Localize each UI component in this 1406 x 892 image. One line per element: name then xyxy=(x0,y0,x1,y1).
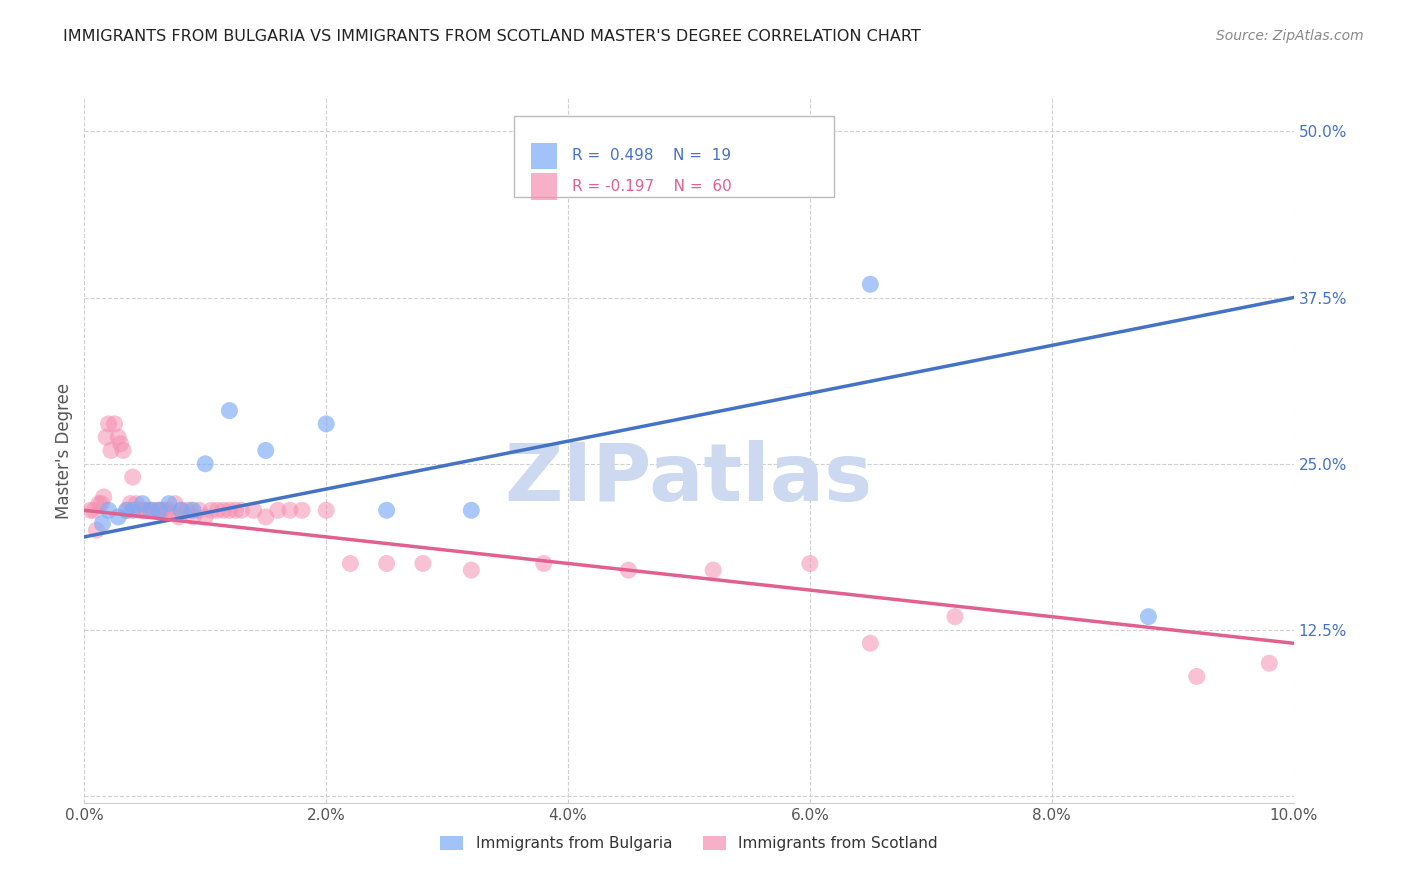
Point xyxy=(90,497,112,511)
Point xyxy=(157,503,180,517)
Point xyxy=(149,503,172,517)
Point xyxy=(112,443,135,458)
Point xyxy=(143,503,166,517)
Point xyxy=(702,563,724,577)
Point xyxy=(218,503,240,517)
Point xyxy=(278,503,301,517)
Point xyxy=(859,636,882,650)
Bar xyxy=(530,143,557,169)
Text: R =  0.498    N =  19: R = 0.498 N = 19 xyxy=(572,148,731,163)
Point xyxy=(120,497,142,511)
Point xyxy=(128,503,150,517)
Point xyxy=(375,557,398,571)
Point xyxy=(167,510,190,524)
Point xyxy=(131,497,153,511)
Point xyxy=(86,523,108,537)
Point xyxy=(170,503,193,517)
Point xyxy=(165,497,187,511)
Point xyxy=(180,503,202,517)
Point xyxy=(1185,669,1208,683)
Point xyxy=(148,503,170,517)
Point xyxy=(218,403,240,417)
Point xyxy=(97,417,120,431)
Point xyxy=(207,503,229,517)
Point xyxy=(617,563,640,577)
Point xyxy=(799,557,821,571)
Point xyxy=(194,510,217,524)
Point xyxy=(533,557,555,571)
Point xyxy=(315,503,337,517)
Point xyxy=(94,430,117,444)
Point xyxy=(212,503,235,517)
Point xyxy=(254,510,277,524)
Text: R = -0.197    N =  60: R = -0.197 N = 60 xyxy=(572,178,731,194)
Point xyxy=(139,503,162,517)
Point xyxy=(200,503,222,517)
Point xyxy=(176,503,198,517)
FancyBboxPatch shape xyxy=(513,116,834,197)
Point xyxy=(136,503,159,517)
Point xyxy=(146,503,169,517)
Point xyxy=(115,503,138,517)
Point xyxy=(242,503,264,517)
Point xyxy=(91,516,114,531)
Point xyxy=(107,430,129,444)
Point xyxy=(121,503,143,517)
Point xyxy=(107,510,129,524)
Text: Source: ZipAtlas.com: Source: ZipAtlas.com xyxy=(1216,29,1364,44)
Point xyxy=(115,503,138,517)
Point xyxy=(87,497,110,511)
Point xyxy=(155,503,177,517)
Point xyxy=(412,557,434,571)
Point xyxy=(181,503,204,517)
Text: ZIPatlas: ZIPatlas xyxy=(505,440,873,517)
Point xyxy=(339,557,361,571)
Point xyxy=(225,503,247,517)
Point xyxy=(139,503,162,517)
Legend: Immigrants from Bulgaria, Immigrants from Scotland: Immigrants from Bulgaria, Immigrants fro… xyxy=(434,830,943,857)
Point xyxy=(231,503,253,517)
Point xyxy=(134,503,156,517)
Point xyxy=(194,457,217,471)
Bar xyxy=(530,173,557,200)
Point xyxy=(170,503,193,517)
Y-axis label: Master's Degree: Master's Degree xyxy=(55,383,73,518)
Point xyxy=(375,503,398,517)
Point xyxy=(152,503,174,517)
Point xyxy=(97,503,120,517)
Point xyxy=(110,437,132,451)
Point xyxy=(267,503,290,517)
Point xyxy=(1258,656,1281,670)
Point xyxy=(121,470,143,484)
Point xyxy=(131,503,153,517)
Point xyxy=(125,497,148,511)
Point xyxy=(460,503,482,517)
Point xyxy=(188,503,211,517)
Point xyxy=(100,443,122,458)
Point xyxy=(83,503,105,517)
Text: IMMIGRANTS FROM BULGARIA VS IMMIGRANTS FROM SCOTLAND MASTER'S DEGREE CORRELATION: IMMIGRANTS FROM BULGARIA VS IMMIGRANTS F… xyxy=(63,29,921,45)
Point xyxy=(315,417,337,431)
Point xyxy=(181,510,204,524)
Point xyxy=(93,490,115,504)
Point xyxy=(104,417,127,431)
Point xyxy=(157,497,180,511)
Point xyxy=(943,609,966,624)
Point xyxy=(859,277,882,292)
Point xyxy=(460,563,482,577)
Point xyxy=(79,503,101,517)
Point xyxy=(254,443,277,458)
Point xyxy=(1137,609,1160,624)
Point xyxy=(291,503,314,517)
